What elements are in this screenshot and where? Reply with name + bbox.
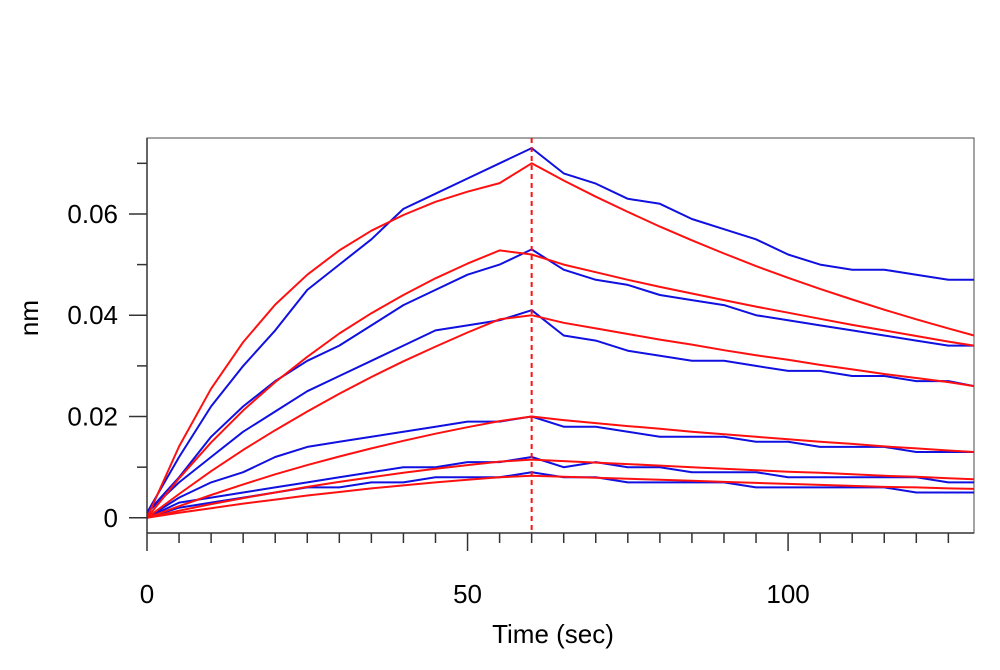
fit-series-5 bbox=[146, 458, 975, 519]
fit-series-2 bbox=[146, 249, 975, 519]
fit-series-6 bbox=[146, 474, 975, 519]
chart-axes: 0 50 100 0 0.02 0.04 0.06 bbox=[67, 138, 974, 609]
x-tick-label: 100 bbox=[766, 579, 809, 609]
x-axis-label: Time (sec) bbox=[492, 619, 614, 649]
measured-series-1 bbox=[146, 147, 974, 514]
x-tick-label: 0 bbox=[140, 579, 154, 609]
fit-series-3 bbox=[146, 314, 975, 519]
fit-series-4 bbox=[146, 415, 975, 519]
measured-series-5 bbox=[146, 456, 974, 519]
x-tick-label: 50 bbox=[453, 579, 482, 609]
chart-marks bbox=[146, 138, 975, 533]
y-tick-label: 0 bbox=[104, 503, 118, 533]
measured-series-4 bbox=[146, 415, 974, 519]
y-tick-label: 0.04 bbox=[67, 300, 118, 330]
y-tick-label: 0.06 bbox=[67, 199, 118, 229]
measured-series-3 bbox=[146, 309, 975, 514]
fit-series-1 bbox=[146, 162, 975, 519]
y-tick-label: 0.02 bbox=[67, 402, 118, 432]
y-axis-label: nm bbox=[14, 300, 44, 336]
